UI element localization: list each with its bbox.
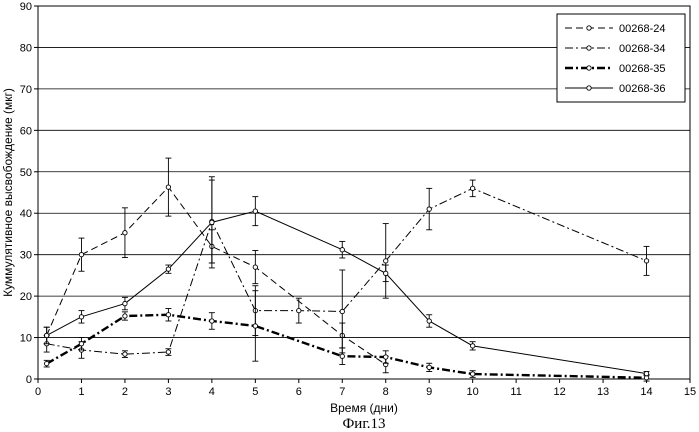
x-tick-label: 3: [165, 386, 171, 398]
x-tick-label: 11: [510, 386, 521, 398]
data-point: [79, 315, 83, 319]
legend-marker: [587, 26, 591, 30]
data-point: [470, 372, 474, 376]
data-point: [79, 252, 83, 256]
data-point: [340, 247, 344, 251]
data-point: [427, 319, 431, 323]
y-tick-label: 40: [20, 208, 32, 220]
data-point: [210, 319, 214, 323]
x-tick-label: 14: [640, 386, 652, 398]
data-point: [44, 361, 48, 365]
legend-marker: [587, 46, 591, 50]
data-point: [297, 308, 301, 312]
series-00268-24: [44, 158, 389, 373]
series-00268-35: [44, 291, 650, 381]
y-tick-label: 90: [20, 1, 32, 13]
data-point: [427, 207, 431, 211]
x-tick-label: 9: [426, 386, 432, 398]
data-point: [470, 344, 474, 348]
data-point: [340, 309, 344, 313]
data-point: [253, 324, 257, 328]
y-tick-label: 60: [20, 125, 32, 137]
series-00268-36: [44, 177, 650, 376]
data-point: [340, 354, 344, 358]
legend: 00268-24 00268-34 00268-35 00268-36: [557, 14, 685, 102]
data-point: [123, 231, 127, 235]
x-tick-label: 2: [122, 386, 128, 398]
data-point: [644, 259, 648, 263]
data-point: [166, 185, 170, 189]
legend-label: 00268-24: [619, 23, 666, 35]
y-tick-label: 0: [26, 374, 32, 386]
data-point: [384, 259, 388, 263]
data-point: [166, 313, 170, 317]
data-point: [384, 355, 388, 359]
legend-label: 00268-36: [619, 83, 666, 95]
legend-label: 00268-34: [619, 43, 666, 55]
series-layer: [44, 158, 650, 381]
y-tick-label: 70: [20, 84, 32, 96]
y-tick-label: 20: [20, 291, 32, 303]
data-point: [427, 365, 431, 369]
data-point: [253, 209, 257, 213]
x-tick-label: 5: [252, 386, 258, 398]
series-line: [47, 211, 647, 373]
data-point: [470, 186, 474, 190]
x-tick-label: 10: [467, 386, 479, 398]
x-tick-label: 0: [35, 386, 41, 398]
y-axis-title: Куммулятивное высвобождение (мкг): [1, 88, 15, 297]
y-axis-ticks: 0 10 20 30 40 50 60 70 80 90: [20, 1, 38, 386]
data-point: [123, 301, 127, 305]
x-tick-label: 12: [553, 386, 565, 398]
data-point: [166, 350, 170, 354]
series-00268-34: [44, 180, 650, 358]
series-line: [47, 315, 647, 378]
data-point: [123, 352, 127, 356]
x-tick-label: 15: [684, 386, 696, 398]
x-axis-title: Время (дни): [330, 401, 398, 415]
legend-marker: [587, 66, 591, 70]
y-tick-label: 10: [20, 333, 32, 345]
data-point: [123, 314, 127, 318]
figure-caption: Фиг.13: [342, 416, 385, 432]
data-point: [210, 220, 214, 224]
x-tick-label: 6: [296, 386, 302, 398]
y-tick-label: 50: [20, 167, 32, 179]
data-point: [79, 342, 83, 346]
legend-label: 00268-35: [619, 63, 666, 75]
x-tick-label: 8: [383, 386, 389, 398]
legend-marker: [587, 86, 591, 90]
x-tick-label: 1: [78, 386, 84, 398]
y-tick-label: 30: [20, 250, 32, 262]
x-tick-label: 7: [339, 386, 345, 398]
data-point: [253, 265, 257, 269]
data-point: [44, 333, 48, 337]
x-tick-label: 13: [597, 386, 609, 398]
data-point: [384, 271, 388, 275]
data-point: [166, 267, 170, 271]
x-tick-label: 4: [209, 386, 215, 398]
data-point: [644, 371, 648, 375]
y-tick-label: 80: [20, 42, 32, 54]
x-axis-ticks: 0123456789101112131415: [35, 379, 696, 398]
